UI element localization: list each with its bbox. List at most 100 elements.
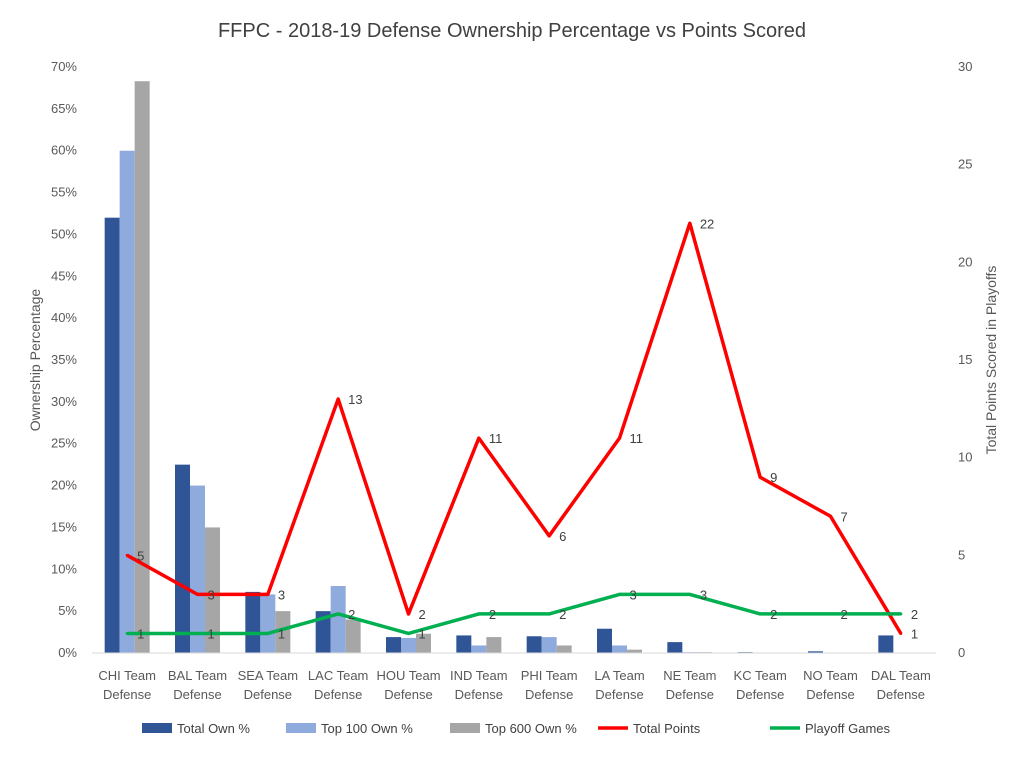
data-label: 2 bbox=[559, 607, 566, 622]
y-tick-label: 20% bbox=[51, 478, 77, 493]
line-point bbox=[758, 475, 762, 479]
line-point bbox=[266, 592, 270, 596]
line-point bbox=[266, 631, 270, 635]
line-point bbox=[829, 514, 832, 518]
data-label: 2 bbox=[770, 607, 777, 622]
bar bbox=[541, 637, 557, 653]
x-tick-label: Defense bbox=[455, 687, 503, 702]
x-tick-label: NO Team bbox=[803, 668, 858, 683]
bar bbox=[627, 649, 642, 653]
y-axis-label: Ownership Percentage bbox=[27, 289, 43, 432]
y2-tick-label: 0 bbox=[958, 645, 965, 660]
y2-axis-label: Total Points Scored in Playoffs bbox=[983, 266, 999, 455]
bar bbox=[597, 628, 612, 653]
y-tick-label: 5% bbox=[58, 603, 77, 618]
legend-swatch bbox=[142, 723, 172, 733]
data-label: 9 bbox=[770, 470, 777, 485]
x-tick-label: LA Team bbox=[594, 668, 644, 683]
line-point bbox=[618, 436, 621, 440]
bar bbox=[190, 485, 205, 653]
bar bbox=[808, 651, 823, 653]
bar bbox=[667, 642, 683, 653]
x-tick-label: Defense bbox=[595, 687, 643, 702]
bar bbox=[416, 633, 431, 653]
bar bbox=[245, 591, 261, 653]
x-tick-label: BAL Team bbox=[168, 668, 227, 683]
bar bbox=[104, 217, 120, 653]
x-tick-label: KC Team bbox=[734, 668, 787, 683]
legend: Total Own % Top 100 Own % Top 600 Own % Tot… bbox=[142, 721, 891, 736]
line-point bbox=[336, 397, 340, 401]
y-tick-label: 25% bbox=[51, 436, 77, 451]
y-tick-label: 50% bbox=[51, 226, 77, 241]
data-label: 2 bbox=[489, 607, 496, 622]
y-tick-label: 15% bbox=[51, 519, 77, 534]
series-line bbox=[127, 592, 901, 636]
x-tick-label: Defense bbox=[244, 687, 292, 702]
bar bbox=[315, 611, 331, 653]
line-point bbox=[336, 612, 340, 616]
bar bbox=[275, 611, 291, 653]
x-tick-label: Defense bbox=[173, 687, 221, 702]
axes-group: 0% 5% 10% 15% 20% 25% 30% 35% 40% 45% 50% 55% 60% 65%… bbox=[51, 59, 973, 702]
x-tick-label: Defense bbox=[384, 687, 432, 702]
data-label: 3 bbox=[630, 587, 637, 602]
legend-label: Playoff Games bbox=[805, 721, 891, 736]
y-tick-label: 70% bbox=[51, 59, 77, 74]
bar bbox=[205, 527, 220, 653]
bar bbox=[260, 594, 276, 653]
bar bbox=[345, 619, 361, 653]
y2-tick-label: 15 bbox=[958, 352, 972, 367]
series-line bbox=[126, 221, 903, 635]
chart-title: FFPC - 2018-19 Defense Ownership Percent… bbox=[218, 20, 806, 42]
y-tick-label: 35% bbox=[51, 352, 77, 367]
data-label: 3 bbox=[700, 587, 707, 602]
bar-group bbox=[104, 81, 894, 653]
legend-label: Total Own % bbox=[177, 721, 250, 736]
legend-swatch bbox=[450, 723, 480, 733]
bar bbox=[134, 81, 150, 653]
bar bbox=[471, 645, 487, 653]
data-label: 22 bbox=[700, 216, 714, 231]
data-label: 6 bbox=[559, 529, 566, 544]
y2-tick-label: 30 bbox=[958, 59, 972, 74]
line-point bbox=[477, 612, 481, 616]
y-tick-label: 60% bbox=[51, 143, 77, 158]
y2-tick-label: 5 bbox=[958, 547, 965, 562]
x-tick-label: LAC Team bbox=[308, 668, 368, 683]
line-point bbox=[899, 612, 903, 616]
data-label: 1 bbox=[278, 626, 285, 641]
line-point bbox=[547, 534, 551, 538]
data-label: 5 bbox=[137, 548, 144, 563]
line-point bbox=[899, 631, 903, 635]
x-tick-label: Defense bbox=[806, 687, 854, 702]
line-point bbox=[407, 631, 410, 635]
line-point bbox=[196, 631, 199, 635]
y-tick-label: 10% bbox=[51, 561, 77, 576]
x-tick-label: Defense bbox=[666, 687, 714, 702]
line-point bbox=[125, 553, 129, 557]
bar bbox=[456, 635, 472, 653]
line-point bbox=[125, 631, 129, 635]
data-label: 13 bbox=[348, 392, 362, 407]
y-tick-label: 45% bbox=[51, 268, 77, 283]
line-point bbox=[547, 612, 551, 616]
line-point bbox=[477, 436, 481, 440]
x-tick-label: Defense bbox=[736, 687, 784, 702]
x-tick-label: SEA Team bbox=[238, 668, 298, 683]
x-tick-label: Defense bbox=[103, 687, 151, 702]
bar bbox=[526, 636, 542, 653]
data-label: 2 bbox=[911, 607, 918, 622]
bar bbox=[119, 150, 135, 653]
line-point bbox=[618, 592, 621, 596]
legend-label: Total Points bbox=[633, 721, 701, 736]
y-tick-label: 55% bbox=[51, 185, 77, 200]
legend-label: Top 100 Own % bbox=[321, 721, 413, 736]
x-tick-label: PHI Team bbox=[521, 668, 578, 683]
x-tick-label: NE Team bbox=[663, 668, 716, 683]
y-tick-label: 65% bbox=[51, 101, 77, 116]
x-tick-label: DAL Team bbox=[871, 668, 931, 683]
